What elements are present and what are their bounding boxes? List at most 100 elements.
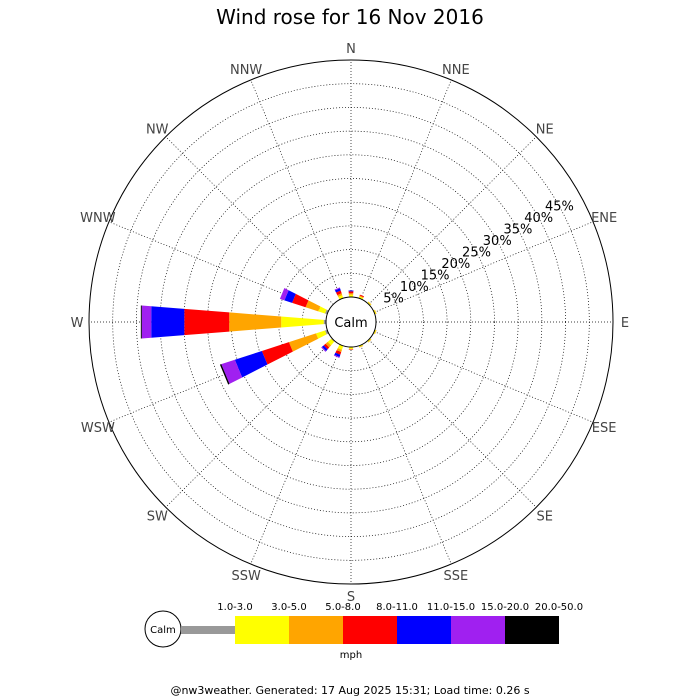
grid-spoke	[360, 79, 452, 300]
direction-label-sw: SW	[147, 510, 168, 525]
petal-segment-ene	[373, 310, 377, 315]
petal-segment-w	[323, 319, 327, 325]
radial-tick-label: 45%	[545, 199, 574, 214]
petal-segment-wsw	[261, 342, 293, 365]
direction-label-w: W	[71, 316, 84, 331]
petal-segment-wsw	[288, 333, 319, 352]
petal-segment-w	[281, 316, 324, 328]
direction-label-nne: NNE	[442, 63, 470, 78]
petal-segment-se	[368, 339, 372, 343]
legend-swatch	[181, 626, 235, 634]
legend-label: 3.0-5.0	[271, 602, 306, 613]
petal-segment-se	[367, 338, 372, 343]
petal-segment-wnw	[305, 300, 321, 312]
grid-ring	[230, 201, 472, 443]
petal-segment-sse	[359, 345, 364, 348]
radial-tick-label: 15%	[421, 268, 450, 283]
wind-petals	[140, 287, 377, 385]
petal-segment-wnw	[279, 288, 289, 301]
grid-spoke	[165, 339, 334, 508]
petal-segment-n	[348, 294, 354, 297]
direction-label-wsw: WSW	[81, 421, 115, 436]
direction-label-wnw: WNW	[80, 211, 116, 226]
legend-label: 11.0-15.0	[427, 602, 475, 613]
direction-label-e: E	[621, 316, 629, 331]
petal-segment-wsw	[219, 364, 230, 385]
petal-segment-nne	[358, 296, 364, 300]
petal-segment-ssw	[337, 344, 344, 350]
radial-tick-label: 5%	[383, 291, 404, 306]
petal-segment-wsw	[324, 329, 329, 335]
petal-segment-ssw	[334, 352, 341, 358]
petal-segment-sw	[323, 343, 330, 350]
petal-segment-ssw	[333, 354, 340, 358]
legend-label: 1.0-3.0	[217, 602, 252, 613]
radial-tick-label: 20%	[441, 257, 470, 272]
calm-circle	[325, 296, 377, 348]
grid-spoke	[250, 344, 342, 565]
legend-label: 5.0-8.0	[325, 602, 360, 613]
radial-tick-label: 30%	[483, 234, 512, 249]
petal-segment-w	[151, 306, 185, 338]
legend-label: 8.0-11.0	[376, 602, 418, 613]
direction-label-sse: SSE	[443, 569, 468, 584]
petal-segment-w	[141, 305, 152, 339]
petal-segment-nnw	[335, 290, 342, 296]
legend-swatch	[451, 616, 505, 644]
grid-ring	[254, 225, 448, 419]
legend-calm-label: Calm	[150, 625, 176, 636]
petal-segment-wnw	[284, 290, 296, 303]
grid-ring	[301, 272, 401, 372]
calm-label: Calm	[334, 316, 367, 331]
legend-swatch	[343, 616, 397, 644]
grid-ring	[88, 59, 614, 585]
legend-swatch	[235, 616, 289, 644]
petal-segment-ene	[374, 309, 377, 314]
direction-label-ese: ESE	[592, 421, 617, 436]
grid-spoke	[373, 221, 594, 313]
direction-label-se: SE	[537, 510, 553, 525]
petal-segment-nnw	[334, 288, 341, 293]
petal-segment-n	[348, 291, 354, 294]
petal-segment-wsw	[315, 330, 327, 339]
radial-tick-label: 10%	[400, 280, 429, 295]
petal-segment-sse	[358, 344, 363, 348]
petal-segment-nnw	[334, 287, 341, 291]
petal-segment-sw	[327, 338, 335, 346]
grid-spoke	[360, 344, 452, 565]
legend-unit: mph	[340, 650, 362, 661]
legend-label: 20.0-50.0	[535, 602, 583, 613]
direction-label-nw: NW	[146, 122, 169, 137]
petal-segment-ssw	[335, 350, 342, 355]
grid-spoke	[368, 339, 537, 508]
legend-label: 15.0-20.0	[481, 602, 529, 613]
petal-segment-wnw	[292, 293, 309, 308]
direction-label-ene: ENE	[591, 211, 617, 226]
footer-text: @nw3weather. Generated: 17 Aug 2025 15:3…	[170, 684, 529, 697]
direction-label-s: S	[347, 590, 355, 605]
petal-segment-ese	[374, 330, 377, 335]
petal-segment-n	[348, 290, 354, 292]
petal-segment-nne	[359, 295, 364, 299]
petal-segment-s	[348, 347, 354, 349]
grid-spoke	[165, 136, 334, 305]
petal-segment-wsw	[234, 350, 268, 378]
petal-segment-w	[184, 308, 230, 336]
petal-segment-nne	[359, 294, 365, 298]
petal-segment-w	[140, 305, 142, 339]
direction-label-nnw: NNW	[230, 63, 262, 78]
direction-labels: N NNE NE ENE E ESE SE SSE S SSW SW WSW W WNW NW NNW	[71, 42, 630, 605]
radial-tick-labels: 5%10%15%20%25%30%35%40%45%	[383, 199, 574, 306]
direction-label-n: N	[346, 42, 356, 57]
radial-tick-label: 40%	[524, 211, 553, 226]
grid-ring	[278, 249, 424, 395]
petal-segment-wnw	[324, 309, 329, 315]
petal-segment-nnw	[337, 293, 343, 297]
direction-label-ssw: SSW	[231, 569, 261, 584]
petal-segment-sw	[321, 345, 328, 352]
calm-center: Calm	[325, 296, 377, 348]
petal-segment-wnw	[318, 306, 327, 314]
legend-swatch	[505, 616, 559, 644]
legend-swatch	[289, 616, 343, 644]
